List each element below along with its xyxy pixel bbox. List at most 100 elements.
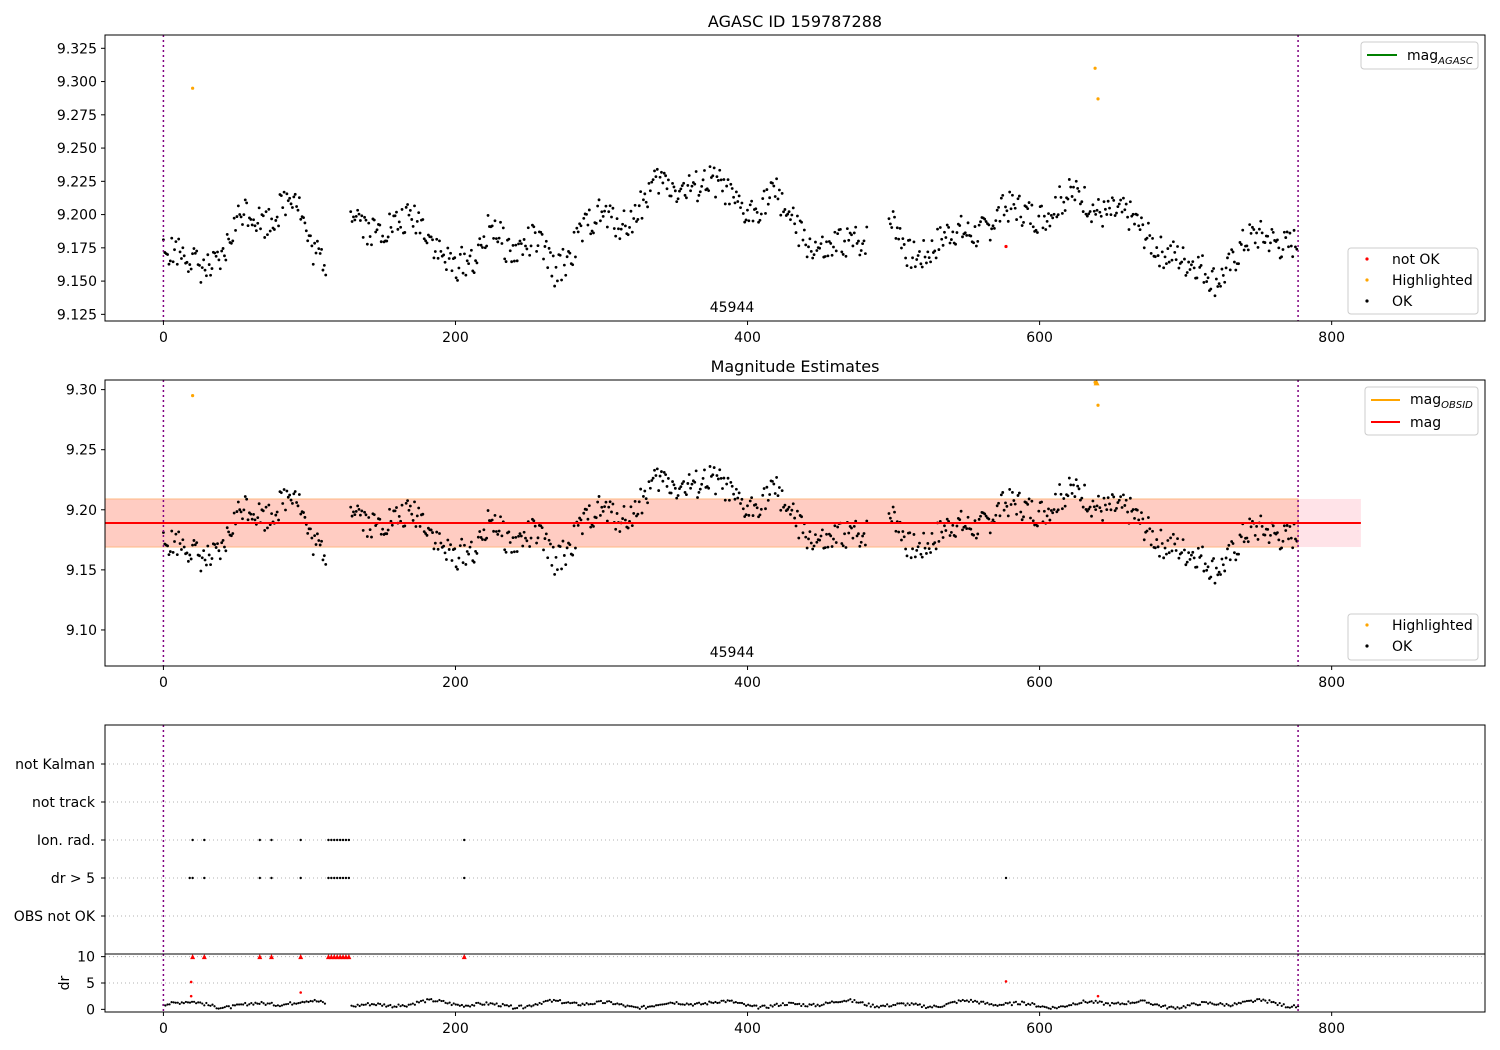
ok-point — [716, 477, 720, 481]
ok-point — [324, 562, 328, 566]
agasc-title: AGASC ID 159787288 — [708, 12, 882, 31]
ok-point — [1267, 541, 1271, 545]
dr-ok-point — [432, 1000, 435, 1003]
dr-ok-point — [270, 1001, 273, 1004]
ok-point — [381, 527, 385, 531]
ok-point — [804, 243, 808, 247]
ok-point — [596, 204, 600, 208]
dr-ok-point — [172, 1001, 175, 1004]
ok-point — [432, 256, 436, 260]
ok-point — [185, 260, 189, 264]
ok-point — [632, 217, 636, 220]
ok-point — [608, 204, 612, 208]
dr-ok-point — [401, 1003, 404, 1007]
dr-ok-point — [583, 1003, 586, 1006]
ok-point — [513, 259, 516, 263]
ok-point — [1026, 502, 1030, 506]
ok-point — [264, 505, 268, 509]
dr-ok-point — [1282, 1003, 1285, 1006]
y-tick-label: 9.325 — [57, 41, 97, 57]
ok-point — [930, 239, 934, 243]
ok-point — [714, 195, 717, 199]
ok-point — [854, 519, 858, 523]
dr-ok-point — [565, 1001, 568, 1004]
ok-point — [974, 244, 978, 248]
ok-point — [610, 215, 613, 219]
dr-ok-point — [387, 1004, 390, 1007]
ok-point — [783, 503, 787, 507]
ok-point — [915, 258, 919, 261]
ok-point — [403, 231, 407, 234]
legend-not-ok-marker — [1365, 257, 1369, 261]
dr-ok-point — [413, 1003, 416, 1006]
dr-ok-point — [225, 1005, 228, 1008]
ok-point — [933, 541, 937, 545]
ok-point — [218, 267, 222, 271]
ok-point — [796, 214, 799, 218]
ok-point — [322, 554, 326, 558]
dr-ok-point — [896, 1002, 899, 1005]
dr-ok-point — [221, 1006, 224, 1010]
dr-ok-point — [599, 999, 603, 1003]
ok-point — [1103, 503, 1107, 507]
ok-point — [1209, 575, 1213, 579]
ok-point — [1103, 207, 1107, 211]
ok-point — [353, 218, 357, 222]
ok-point — [564, 563, 568, 567]
ok-point — [1185, 271, 1189, 274]
dr-ok-point — [164, 1004, 167, 1007]
ok-point — [1017, 491, 1021, 495]
ok-point — [916, 254, 920, 257]
ok-point — [263, 529, 267, 532]
ok-point — [354, 509, 358, 513]
ok-point — [227, 237, 231, 241]
ok-point — [640, 216, 644, 220]
ok-point — [1099, 509, 1103, 513]
ok-point — [711, 174, 715, 178]
ok-point — [547, 246, 551, 250]
ok-point — [729, 481, 733, 484]
ok-point — [177, 530, 181, 534]
ok-point — [950, 530, 953, 534]
dr-ok-point — [1014, 1000, 1018, 1003]
ok-point — [815, 249, 819, 252]
dr-ok-point — [1200, 1000, 1204, 1004]
ok-point — [216, 542, 219, 546]
ok-point — [1289, 244, 1293, 248]
ok-point — [322, 263, 326, 267]
ok-point — [733, 201, 737, 205]
ok-point — [357, 507, 361, 511]
dr-ok-point — [1123, 1003, 1126, 1006]
dr-ok-point — [1153, 1003, 1157, 1006]
ok-point — [436, 256, 440, 260]
ok-point — [1249, 525, 1253, 529]
ok-point — [944, 529, 948, 532]
ok-point — [630, 230, 634, 234]
dr-ok-point — [511, 1007, 515, 1010]
ok-point — [575, 226, 579, 230]
dr-ok-point — [1061, 1005, 1065, 1008]
ok-point — [630, 524, 634, 528]
ok-point — [500, 534, 504, 538]
dr-ok-point — [945, 1002, 948, 1006]
ok-point — [1044, 228, 1048, 231]
flag-point — [338, 876, 342, 880]
ok-point — [1158, 264, 1161, 268]
ok-point — [1284, 529, 1288, 532]
ok-point — [597, 198, 601, 202]
legend-highlighted-label-2: Highlighted — [1392, 618, 1473, 634]
ok-point — [719, 178, 723, 182]
flag-point — [341, 876, 345, 880]
dr-ok-point — [775, 1002, 778, 1005]
dr-ok-point — [939, 1005, 942, 1009]
ok-point — [997, 501, 1000, 505]
ok-point — [843, 532, 846, 536]
dr-ok-point — [1057, 1005, 1060, 1009]
ok-point — [1101, 224, 1105, 228]
ok-point — [628, 226, 631, 229]
dr-ok-point — [366, 1001, 369, 1005]
ok-point — [969, 234, 973, 238]
ok-point — [820, 235, 824, 239]
ok-point — [1013, 502, 1017, 506]
ok-point — [406, 499, 409, 503]
